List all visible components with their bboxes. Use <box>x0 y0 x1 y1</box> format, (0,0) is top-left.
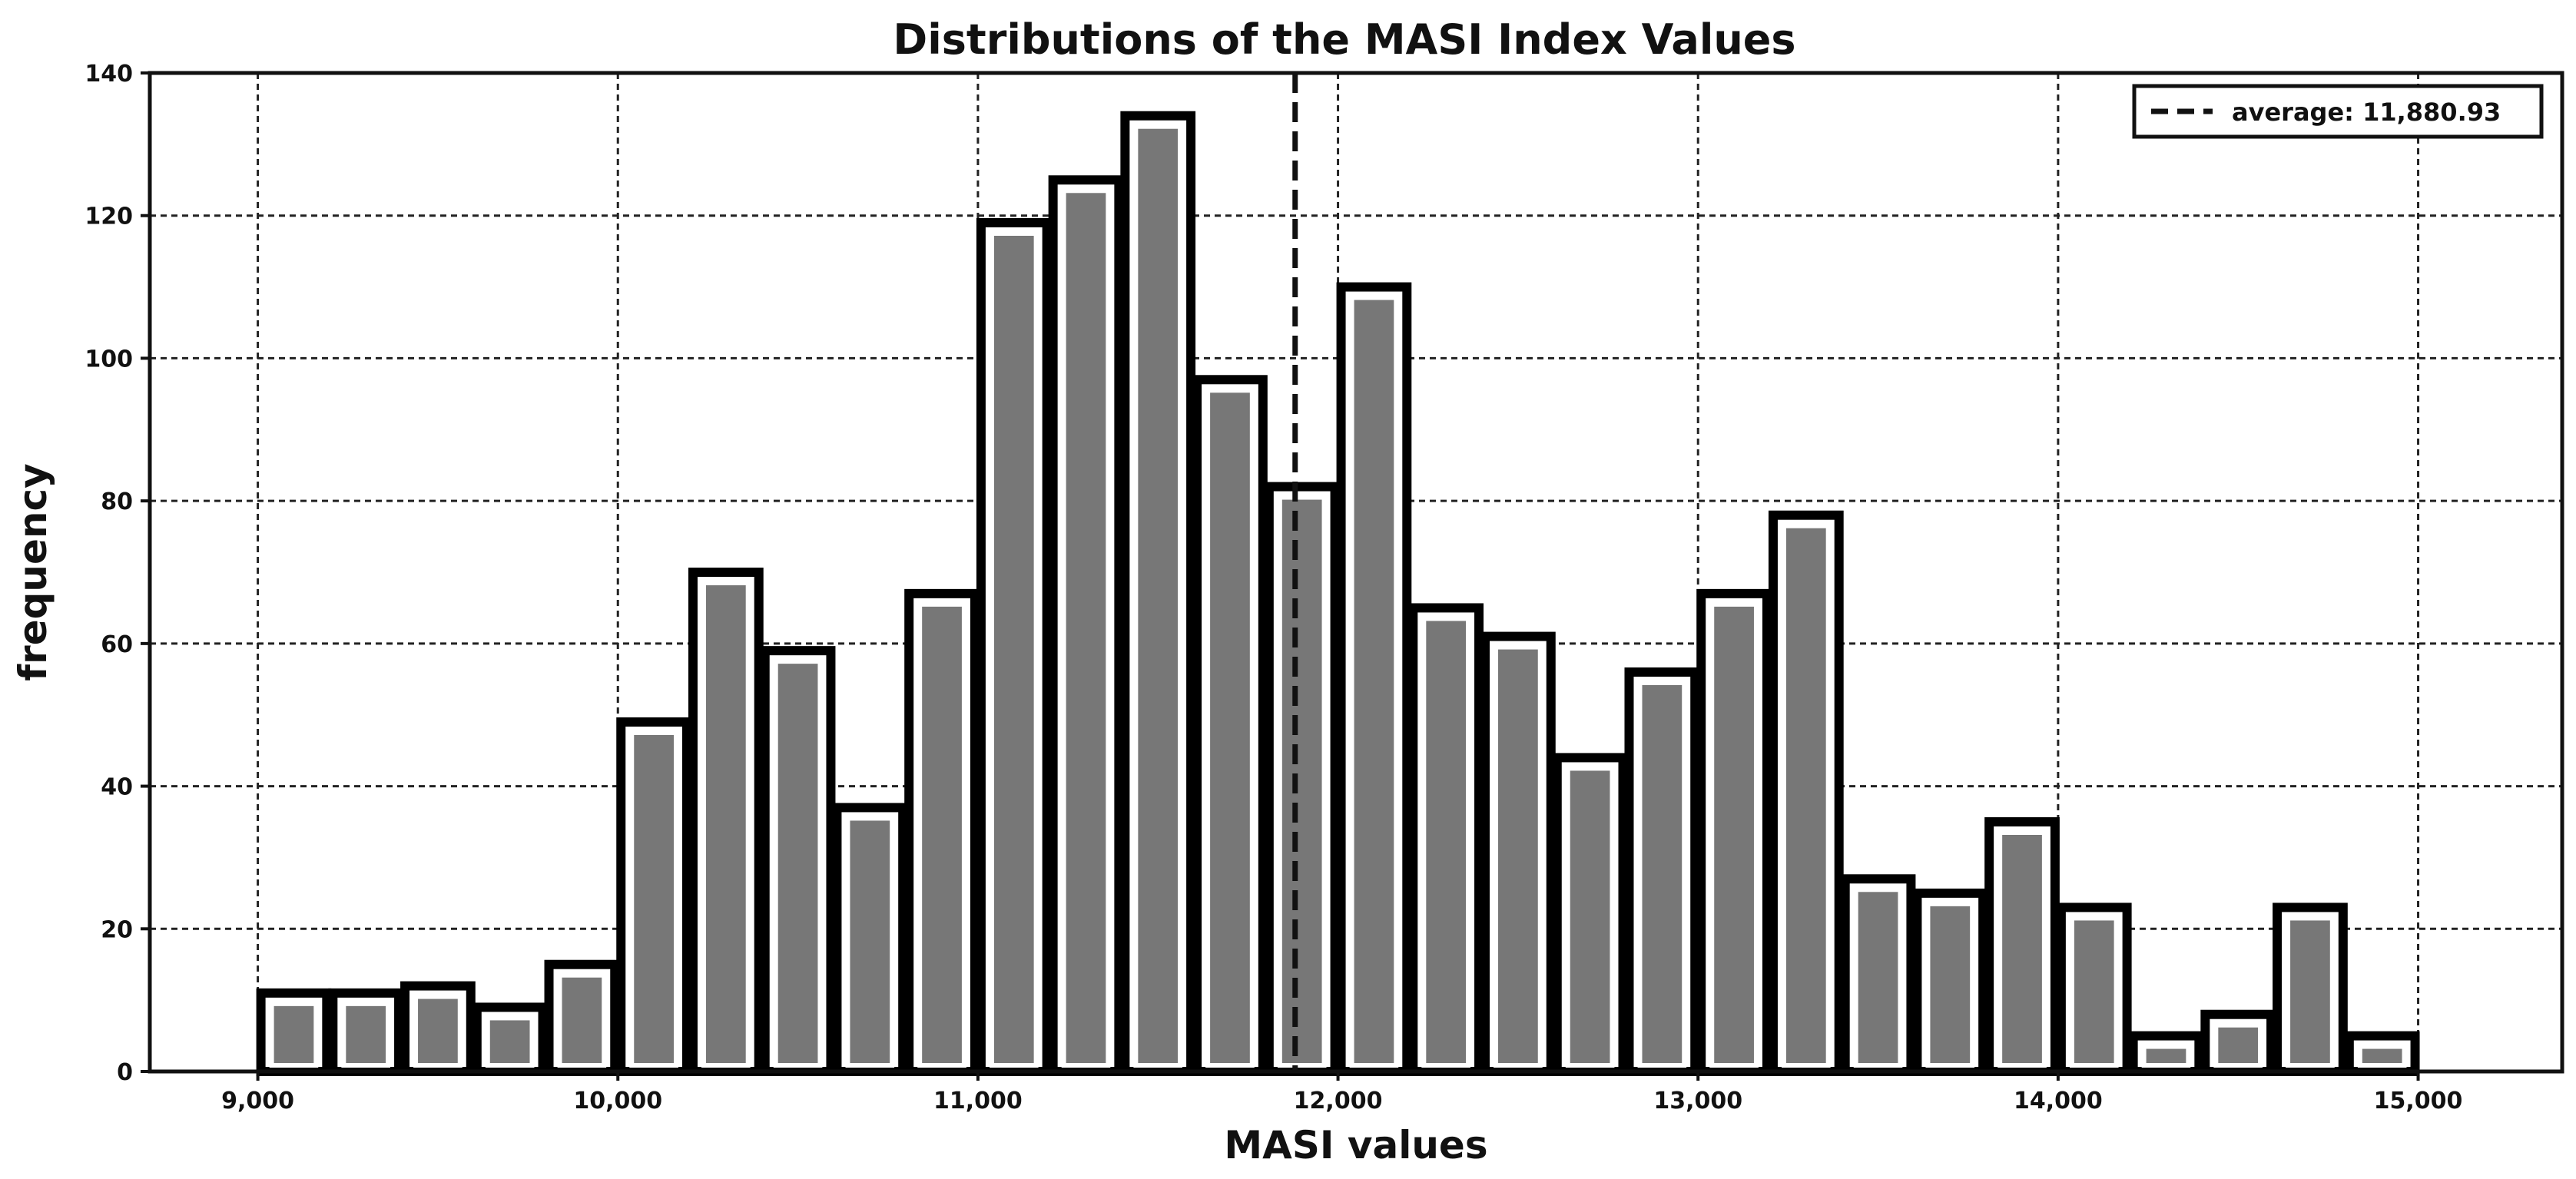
histogram-bar <box>1840 874 1916 1077</box>
bar-fill <box>1277 495 1327 1068</box>
y-tick-label: 140 <box>85 61 133 88</box>
histogram-bar <box>1480 631 1556 1076</box>
bar-fill <box>341 1001 391 1068</box>
x-tick-label: 9,000 <box>221 1088 294 1114</box>
bar-fill <box>269 1001 319 1068</box>
y-tick-label: 60 <box>101 631 133 658</box>
plot-frame <box>148 71 2564 1074</box>
bar-fill <box>2141 1044 2191 1068</box>
histogram-bar <box>328 988 404 1077</box>
histogram-bar <box>1192 375 1268 1076</box>
histogram-bar <box>616 717 691 1076</box>
histogram-bar <box>1336 282 1412 1077</box>
histogram-bar <box>832 803 908 1077</box>
histogram-bar <box>1264 482 1340 1076</box>
histogram-bar <box>688 568 764 1076</box>
x-tick-label: 14,000 <box>2014 1088 2103 1114</box>
histogram-bar <box>1768 510 1844 1076</box>
bar-fill <box>989 231 1039 1068</box>
chart-title: Distributions of the MASI Index Values <box>893 15 1795 64</box>
bar-fill <box>557 972 607 1068</box>
histogram-bar <box>2273 902 2348 1077</box>
histogram-bar <box>1048 175 1124 1076</box>
y-axis-ticks: 0 20 40 60 80 100 120 140 <box>85 61 150 1086</box>
histogram-bar <box>2200 1009 2276 1076</box>
legend-box <box>2132 84 2544 139</box>
bar-fill <box>701 581 751 1068</box>
y-tick-label: 120 <box>85 204 133 230</box>
bar-fill <box>1781 523 1831 1068</box>
histogram-bar <box>2344 1031 2420 1076</box>
bar-fill <box>1494 644 1543 1068</box>
histogram-bar <box>1984 817 2060 1076</box>
bar-fill <box>485 1015 535 1068</box>
histogram-bar <box>1408 603 1484 1076</box>
bar-fill <box>2213 1022 2263 1068</box>
bar-fill <box>1061 188 1111 1068</box>
bar-fill <box>773 659 823 1068</box>
legend: average: 11,880.93 <box>2132 84 2544 139</box>
bar-fill <box>1997 830 2047 1068</box>
legend-average-label: average: 11,880.93 <box>2232 98 2501 127</box>
bar-fill <box>629 730 678 1068</box>
histogram-bar <box>1552 753 1628 1077</box>
histogram-bar <box>1120 111 1196 1077</box>
bar-fill <box>1205 388 1255 1068</box>
bar-fill <box>917 601 966 1068</box>
x-axis-label: MASI values <box>1224 1123 1487 1167</box>
bar-fill <box>2069 916 2119 1068</box>
bar-fill <box>1709 601 1759 1068</box>
x-tick-label: 13,000 <box>1653 1088 1742 1114</box>
bar-fill <box>1565 766 1615 1068</box>
y-tick-label: 80 <box>101 488 133 515</box>
bar-fill <box>1133 124 1183 1068</box>
bar-fill <box>1925 901 1975 1068</box>
histogram-bar <box>1912 888 1988 1077</box>
x-tick-label: 12,000 <box>1294 1088 1383 1114</box>
histogram-bar <box>256 988 332 1077</box>
x-tick-label: 15,000 <box>2374 1088 2463 1114</box>
bar-fill <box>2357 1044 2407 1068</box>
histogram-bar <box>1696 588 1772 1076</box>
histogram-bar <box>544 959 620 1076</box>
x-tick-label: 11,000 <box>933 1088 1023 1114</box>
histogram-bar <box>2056 902 2132 1077</box>
histogram-bar <box>2128 1031 2204 1076</box>
x-axis-ticks: 9,000 10,000 11,000 12,000 13,000 14,000 15,00… <box>221 1071 2462 1114</box>
bar-fill <box>2286 916 2335 1068</box>
y-tick-label: 20 <box>101 916 133 943</box>
bar-fill <box>1853 887 1903 1068</box>
histogram-bar <box>760 646 836 1076</box>
bar-fill <box>845 816 895 1068</box>
bar-fill <box>1637 681 1687 1068</box>
y-tick-label: 40 <box>101 774 133 801</box>
histogram-bar <box>904 588 980 1076</box>
bar-fill <box>1421 616 1471 1068</box>
x-tick-label: 10,000 <box>573 1088 662 1114</box>
bar-fill <box>1349 295 1399 1068</box>
histogram-bar <box>1624 667 1700 1076</box>
histogram-bar <box>976 218 1052 1076</box>
y-tick-label: 100 <box>85 346 133 373</box>
y-axis-label: frequency <box>11 463 55 681</box>
y-tick-label: 0 <box>117 1059 133 1086</box>
histogram-bar <box>472 1002 548 1077</box>
histogram-bar <box>400 981 476 1076</box>
bar-fill <box>413 994 462 1068</box>
